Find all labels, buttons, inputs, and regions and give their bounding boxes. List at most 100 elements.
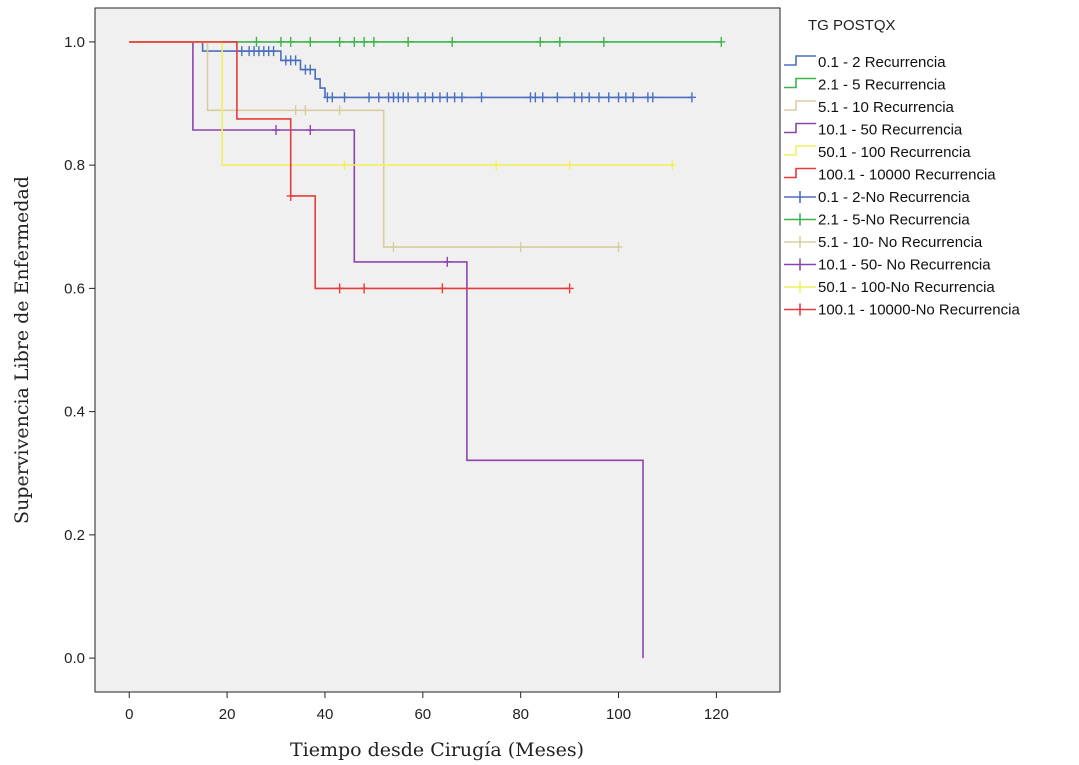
censor-mark bbox=[365, 92, 373, 103]
legend-item: 10.1 - 50- No Recurrencia bbox=[784, 257, 991, 274]
x-tick-label: 120 bbox=[704, 706, 729, 723]
censor-mark bbox=[404, 92, 413, 103]
censor-mark bbox=[340, 160, 349, 171]
x-axis: 0 20 40 60 80 100 120 bbox=[125, 692, 729, 723]
legend-item: 5.1 - 10- No Recurrencia bbox=[784, 234, 983, 251]
legend-item: 5.1 - 10 Recurrencia bbox=[784, 99, 955, 116]
plot-area bbox=[94, 7, 781, 693]
legend-swatch bbox=[784, 100, 816, 111]
censor-mark bbox=[291, 55, 300, 66]
censor-mark bbox=[614, 242, 623, 253]
legend-label: 10.1 - 50- No Recurrencia bbox=[818, 257, 991, 274]
censor-mark bbox=[621, 92, 630, 103]
y-tick-label: 0.6 bbox=[64, 280, 85, 297]
censor-mark bbox=[340, 92, 349, 103]
legend-swatch bbox=[784, 145, 816, 156]
legend-label: 5.1 - 10 Recurrencia bbox=[818, 99, 955, 116]
censor-mark bbox=[717, 36, 726, 47]
censor-mark bbox=[374, 92, 383, 103]
legend-item: 10.1 - 50 Recurrencia bbox=[784, 122, 963, 139]
censor-mark bbox=[237, 46, 246, 57]
censor-mark bbox=[389, 242, 398, 253]
legend-label: 50.1 - 100-No Recurrencia bbox=[818, 279, 995, 296]
censor-mark bbox=[604, 92, 613, 103]
legend-item: 0.1 - 2 Recurrencia bbox=[784, 54, 946, 71]
censor-mark bbox=[565, 283, 574, 294]
censor-mark bbox=[668, 160, 677, 171]
legend-title: TG POSTQX bbox=[808, 17, 896, 34]
censor-mark bbox=[369, 36, 378, 47]
censor-mark bbox=[286, 36, 295, 47]
legend-swatch bbox=[784, 122, 816, 134]
censor-mark bbox=[421, 92, 430, 103]
censor-mark bbox=[350, 36, 359, 47]
legend-label: 0.1 - 2-No Recurrencia bbox=[818, 189, 970, 206]
y-tick-label: 0.0 bbox=[64, 650, 85, 667]
x-tick-label: 0 bbox=[125, 706, 133, 723]
censor-mark bbox=[531, 92, 540, 103]
censor-mark bbox=[291, 105, 300, 116]
censor-mark bbox=[269, 46, 278, 57]
y-axis: 0.0 0.2 0.4 0.6 0.8 1.0 bbox=[64, 34, 95, 667]
censor-mark bbox=[538, 92, 547, 103]
legend-label: 2.1 - 5 Recurrencia bbox=[818, 77, 946, 94]
censor-mark bbox=[435, 92, 444, 103]
legend-item: 50.1 - 100 Recurrencia bbox=[784, 144, 971, 161]
censor-mark bbox=[570, 92, 579, 103]
censor-mark bbox=[335, 36, 344, 47]
legend-item: 2.1 - 5 Recurrencia bbox=[784, 77, 946, 94]
censor-mark bbox=[477, 92, 486, 103]
censor-mark bbox=[306, 125, 315, 136]
censor-mark bbox=[599, 36, 608, 47]
legend: 0.1 - 2 Recurrencia 2.1 - 5 Recurrencia 5.… bbox=[784, 54, 1020, 319]
censor-mark bbox=[565, 160, 574, 171]
censor-mark bbox=[276, 36, 285, 47]
censor-mark bbox=[516, 242, 525, 253]
legend-label: 50.1 - 100 Recurrencia bbox=[818, 144, 971, 161]
survival-curve bbox=[129, 41, 570, 290]
censor-mark bbox=[443, 92, 452, 103]
legend-label: 100.1 - 10000 Recurrencia bbox=[818, 167, 996, 184]
legend-label: 2.1 - 5-No Recurrencia bbox=[818, 212, 970, 229]
legend-item: 100.1 - 10000 Recurrencia bbox=[784, 167, 996, 184]
x-tick-label: 60 bbox=[414, 706, 431, 723]
censor-mark bbox=[272, 125, 281, 136]
legend-item: 0.1 - 2-No Recurrencia bbox=[784, 189, 970, 206]
y-tick-label: 0.4 bbox=[64, 404, 85, 421]
censor-mark bbox=[555, 36, 564, 47]
censor-mark bbox=[450, 92, 459, 103]
x-tick-label: 40 bbox=[317, 706, 334, 723]
legend-label: 10.1 - 50 Recurrencia bbox=[818, 122, 963, 139]
legend-swatch bbox=[784, 167, 816, 179]
legend-label: 0.1 - 2 Recurrencia bbox=[818, 54, 946, 71]
censor-mark bbox=[457, 92, 466, 103]
x-tick-label: 100 bbox=[606, 706, 631, 723]
censor-mark bbox=[306, 64, 315, 75]
y-tick-label: 1.0 bbox=[64, 34, 85, 51]
legend-item: 50.1 - 100-No Recurrencia bbox=[784, 279, 995, 296]
legend-item: 2.1 - 5-No Recurrencia bbox=[784, 212, 970, 229]
censor-mark bbox=[443, 256, 452, 267]
survival-curve bbox=[129, 41, 644, 659]
y-tick-label: 0.2 bbox=[64, 527, 85, 544]
censor-mark bbox=[594, 92, 603, 103]
x-axis-title: Tiempo desde Cirugía (Meses) bbox=[290, 739, 584, 761]
censor-mark bbox=[404, 36, 413, 47]
censor-mark bbox=[335, 105, 344, 116]
censor-mark bbox=[492, 160, 501, 171]
y-tick-label: 0.8 bbox=[64, 157, 85, 174]
censor-mark bbox=[687, 92, 696, 103]
censor-mark bbox=[413, 92, 422, 103]
censor-mark bbox=[306, 36, 315, 47]
censor-mark bbox=[448, 36, 457, 47]
censor-mark bbox=[301, 105, 310, 116]
legend-item: 100.1 - 10000-No Recurrencia bbox=[784, 302, 1020, 319]
censor-mark bbox=[360, 36, 369, 47]
legend-swatch bbox=[784, 77, 816, 89]
censor-mark bbox=[553, 92, 562, 103]
censor-mark bbox=[428, 92, 437, 103]
censor-mark bbox=[585, 92, 594, 103]
censor-mark bbox=[648, 92, 657, 103]
legend-swatch bbox=[784, 55, 816, 66]
